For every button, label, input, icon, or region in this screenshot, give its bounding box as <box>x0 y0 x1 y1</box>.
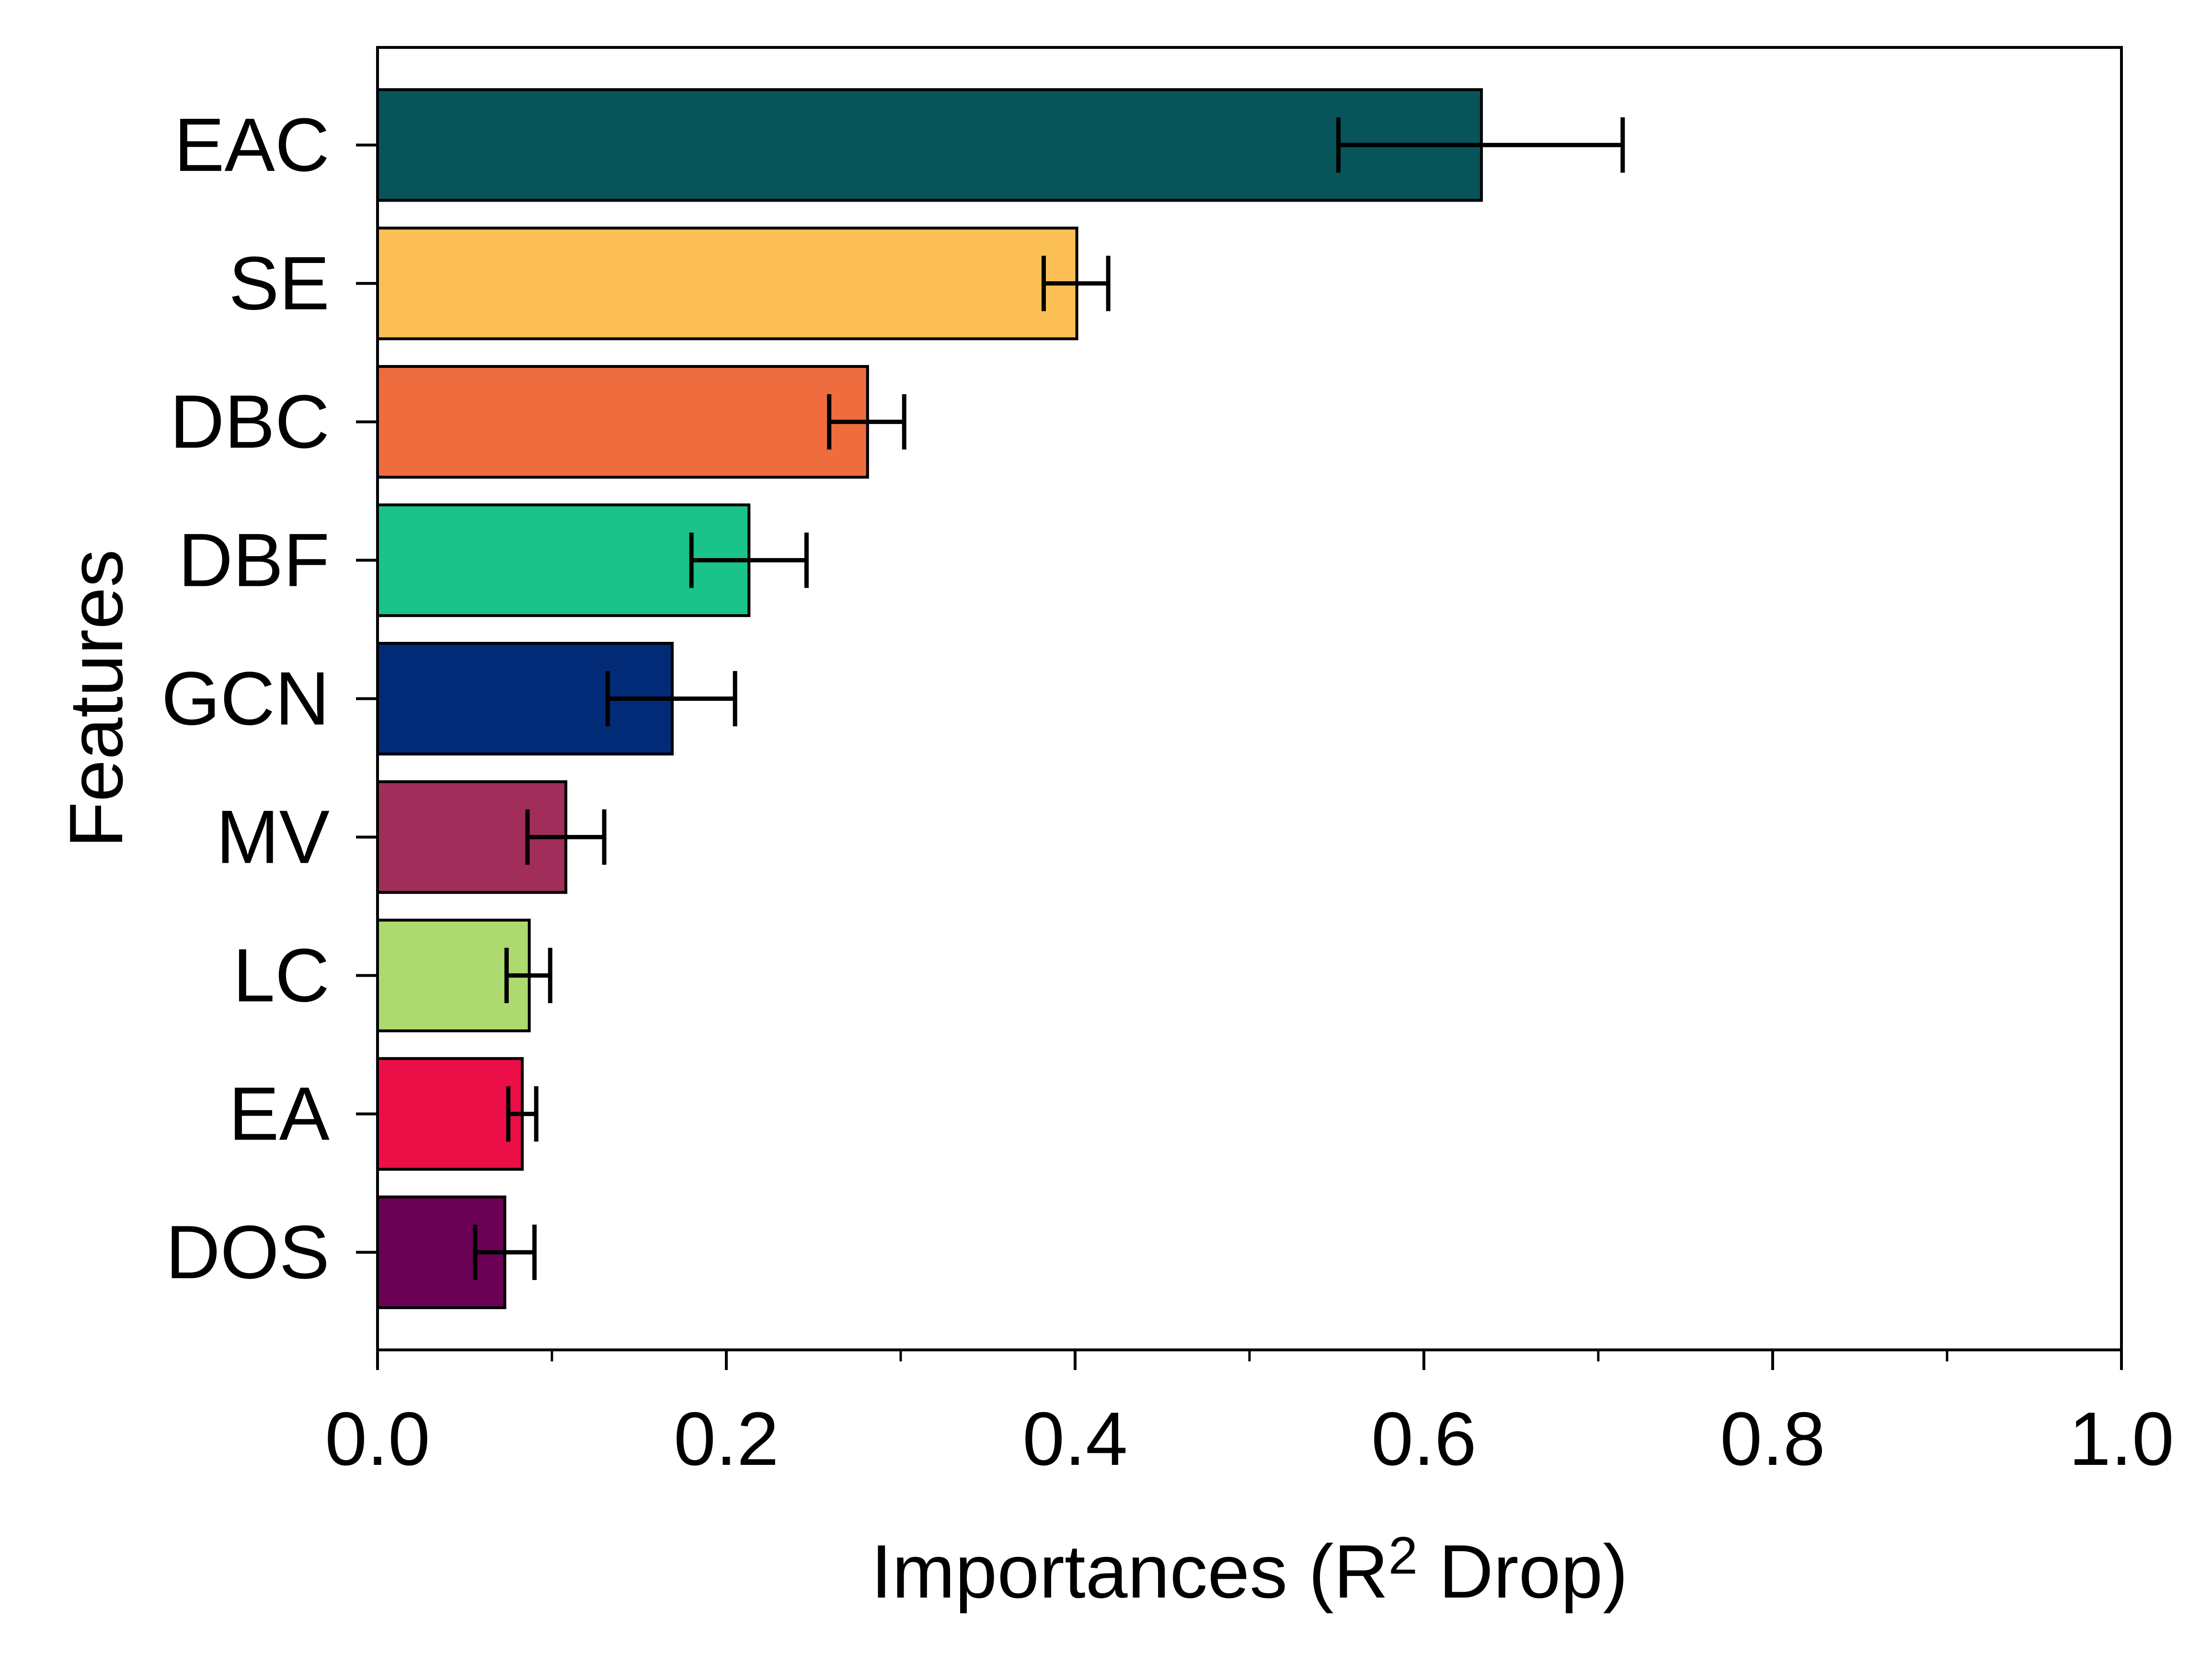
y-tick-label-dbf: DBF <box>178 518 330 603</box>
error-bar-eac <box>1336 117 1625 173</box>
error-bar-mv <box>525 809 607 865</box>
error-bar-dos <box>473 1224 537 1280</box>
bar-dbc <box>376 365 869 479</box>
bar-se <box>376 227 1078 341</box>
error-bar-lc <box>504 948 552 1004</box>
y-tick-label-dos: DOS <box>166 1210 330 1294</box>
error-bar-ea <box>506 1086 539 1142</box>
bar-ea <box>376 1057 524 1171</box>
error-bar-se <box>1041 255 1111 311</box>
y-axis-title: Features <box>54 549 138 848</box>
error-bar-dbc <box>827 394 906 450</box>
x-axis-title: Importances (R2 Drop) <box>871 1526 1628 1614</box>
x-tick-label: 0.2 <box>674 1397 779 1481</box>
y-tick-label-eac: EAC <box>174 103 330 187</box>
y-tick-label-ea: EA <box>229 1072 330 1156</box>
x-tick-label: 0.0 <box>325 1397 430 1481</box>
x-tick-label: 0.4 <box>1022 1397 1128 1481</box>
bar-dbf <box>376 503 751 617</box>
y-tick-label-mv: MV <box>216 795 330 879</box>
y-tick-label-lc: LC <box>233 933 330 1017</box>
error-bar-dbf <box>689 532 809 588</box>
y-tick-label-gcn: GCN <box>161 657 330 741</box>
bar-eac <box>376 88 1483 202</box>
x-axis-ticks: 0.0 0.2 0.4 0.6 0.8 1.0 <box>325 1350 2174 1481</box>
x-tick-label: 0.6 <box>1371 1397 1477 1481</box>
y-axis-ticks: EAC SE DBC DBF GCN MV LC EA DOS <box>161 103 378 1294</box>
error-bar-gcn <box>605 671 737 727</box>
x-tick-label: 1.0 <box>2069 1397 2174 1481</box>
y-tick-label-se: SE <box>229 241 330 326</box>
x-tick-label: 0.8 <box>1720 1397 1825 1481</box>
error-bars-layer <box>473 117 1625 1280</box>
y-tick-label-dbc: DBC <box>170 380 330 464</box>
